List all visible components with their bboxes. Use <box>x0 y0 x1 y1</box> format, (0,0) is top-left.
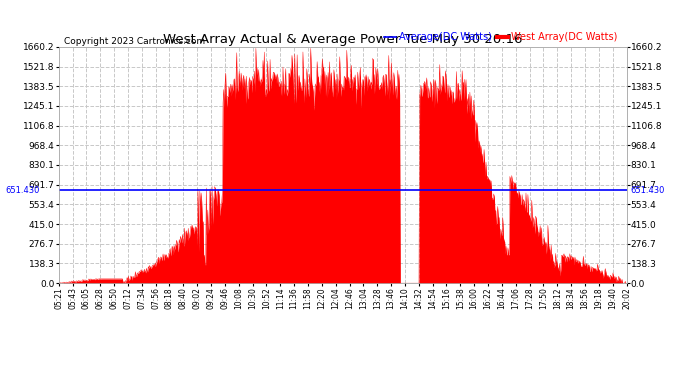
Title: West Array Actual & Average Power Tue May 30 20:16: West Array Actual & Average Power Tue Ma… <box>163 33 522 46</box>
Text: 651.430: 651.430 <box>631 186 665 195</box>
Legend: Average(DC Watts), West Array(DC Watts): Average(DC Watts), West Array(DC Watts) <box>381 28 622 46</box>
Text: 651.430: 651.430 <box>6 186 40 195</box>
Text: Copyright 2023 Cartronics.com: Copyright 2023 Cartronics.com <box>64 38 206 46</box>
